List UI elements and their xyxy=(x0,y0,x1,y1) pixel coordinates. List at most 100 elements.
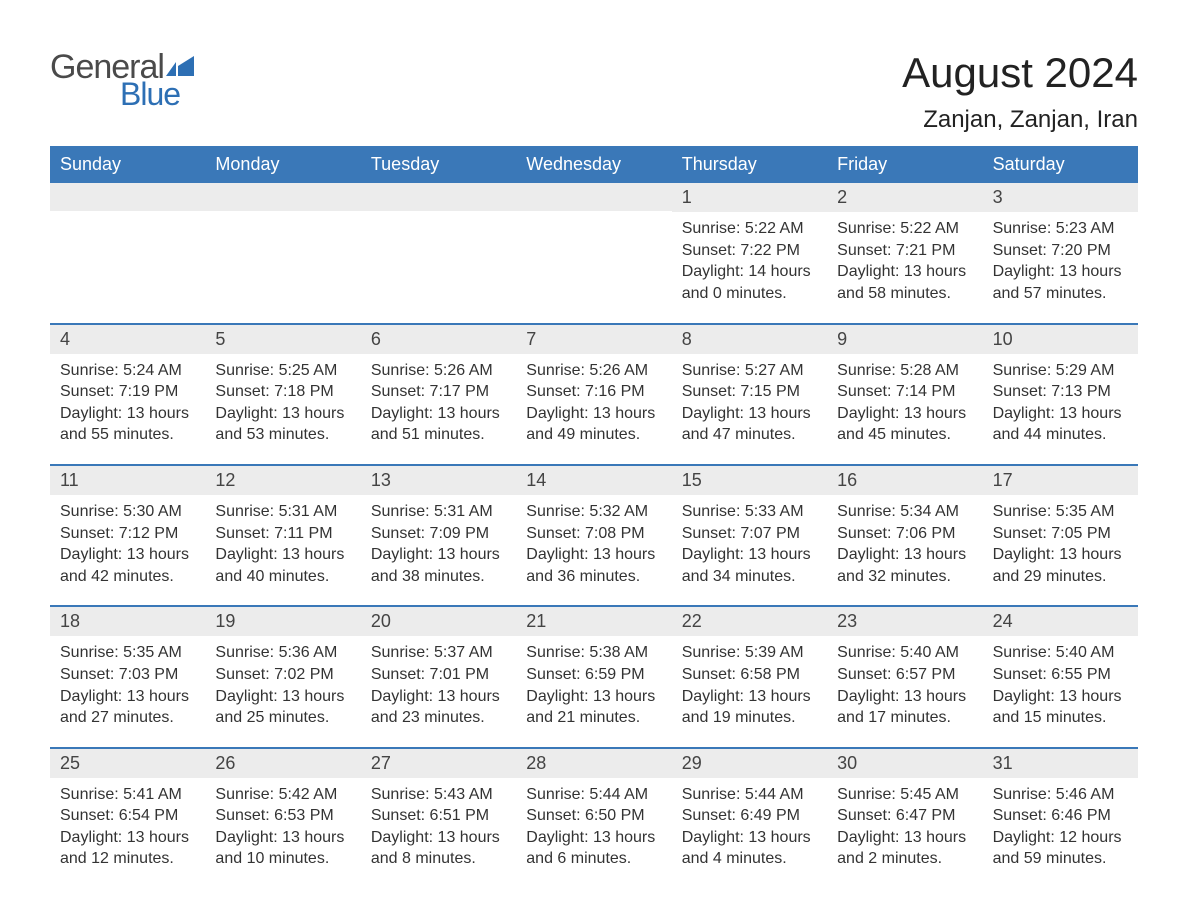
sunrise-line: Sunrise: 5:44 AM xyxy=(682,784,817,806)
sunset-line: Sunset: 7:15 PM xyxy=(682,381,817,403)
calendar-cell: 26Sunrise: 5:42 AMSunset: 6:53 PMDayligh… xyxy=(205,749,360,874)
day-number: 23 xyxy=(827,607,982,636)
day-data: Sunrise: 5:24 AMSunset: 7:19 PMDaylight:… xyxy=(50,354,205,450)
daylight-line-1: Daylight: 13 hours xyxy=(371,403,506,425)
sunrise-line: Sunrise: 5:32 AM xyxy=(526,501,661,523)
daylight-line-2: and 19 minutes. xyxy=(682,707,817,729)
day-data: Sunrise: 5:46 AMSunset: 6:46 PMDaylight:… xyxy=(983,778,1138,874)
sunset-line: Sunset: 7:17 PM xyxy=(371,381,506,403)
day-data: Sunrise: 5:37 AMSunset: 7:01 PMDaylight:… xyxy=(361,636,516,732)
calendar-cell: 11Sunrise: 5:30 AMSunset: 7:12 PMDayligh… xyxy=(50,466,205,591)
daylight-line-1: Daylight: 13 hours xyxy=(60,827,195,849)
daylight-line-2: and 53 minutes. xyxy=(215,424,350,446)
sunset-line: Sunset: 7:09 PM xyxy=(371,523,506,545)
weekday-header: Wednesday xyxy=(516,146,671,183)
sunrise-line: Sunrise: 5:38 AM xyxy=(526,642,661,664)
calendar-cell: 28Sunrise: 5:44 AMSunset: 6:50 PMDayligh… xyxy=(516,749,671,874)
daylight-line-1: Daylight: 13 hours xyxy=(215,827,350,849)
day-number: 3 xyxy=(983,183,1138,212)
daylight-line-2: and 36 minutes. xyxy=(526,566,661,588)
sunrise-line: Sunrise: 5:33 AM xyxy=(682,501,817,523)
daylight-line-1: Daylight: 13 hours xyxy=(371,544,506,566)
brand-logo: General Blue xyxy=(50,50,194,110)
calendar-week-row: 25Sunrise: 5:41 AMSunset: 6:54 PMDayligh… xyxy=(50,747,1138,874)
title-block: August 2024 Zanjan, Zanjan, Iran xyxy=(902,50,1138,134)
sunset-line: Sunset: 6:54 PM xyxy=(60,805,195,827)
day-data: Sunrise: 5:42 AMSunset: 6:53 PMDaylight:… xyxy=(205,778,360,874)
daylight-line-1: Daylight: 13 hours xyxy=(993,403,1128,425)
sunrise-line: Sunrise: 5:29 AM xyxy=(993,360,1128,382)
day-number: 2 xyxy=(827,183,982,212)
sunset-line: Sunset: 7:16 PM xyxy=(526,381,661,403)
calendar-cell: 24Sunrise: 5:40 AMSunset: 6:55 PMDayligh… xyxy=(983,607,1138,732)
daylight-line-2: and 34 minutes. xyxy=(682,566,817,588)
sunrise-line: Sunrise: 5:39 AM xyxy=(682,642,817,664)
sunset-line: Sunset: 6:51 PM xyxy=(371,805,506,827)
calendar-week-row: 18Sunrise: 5:35 AMSunset: 7:03 PMDayligh… xyxy=(50,605,1138,732)
daylight-line-1: Daylight: 13 hours xyxy=(215,544,350,566)
day-number: 7 xyxy=(516,325,671,354)
day-data: Sunrise: 5:44 AMSunset: 6:49 PMDaylight:… xyxy=(672,778,827,874)
calendar-cell: 2Sunrise: 5:22 AMSunset: 7:21 PMDaylight… xyxy=(827,183,982,308)
calendar-cell-empty xyxy=(516,183,671,308)
calendar-cell: 1Sunrise: 5:22 AMSunset: 7:22 PMDaylight… xyxy=(672,183,827,308)
day-data: Sunrise: 5:43 AMSunset: 6:51 PMDaylight:… xyxy=(361,778,516,874)
day-data: Sunrise: 5:27 AMSunset: 7:15 PMDaylight:… xyxy=(672,354,827,450)
daylight-line-1: Daylight: 13 hours xyxy=(60,403,195,425)
sunset-line: Sunset: 7:01 PM xyxy=(371,664,506,686)
sunrise-line: Sunrise: 5:40 AM xyxy=(837,642,972,664)
day-number: 5 xyxy=(205,325,360,354)
sunset-line: Sunset: 7:07 PM xyxy=(682,523,817,545)
calendar-cell-empty xyxy=(361,183,516,308)
calendar-cell-empty xyxy=(205,183,360,308)
daylight-line-2: and 10 minutes. xyxy=(215,848,350,870)
daylight-line-2: and 12 minutes. xyxy=(60,848,195,870)
sunrise-line: Sunrise: 5:26 AM xyxy=(526,360,661,382)
day-number xyxy=(50,183,205,211)
sunset-line: Sunset: 7:20 PM xyxy=(993,240,1128,262)
day-data: Sunrise: 5:23 AMSunset: 7:20 PMDaylight:… xyxy=(983,212,1138,308)
calendar-cell: 23Sunrise: 5:40 AMSunset: 6:57 PMDayligh… xyxy=(827,607,982,732)
day-data: Sunrise: 5:26 AMSunset: 7:17 PMDaylight:… xyxy=(361,354,516,450)
day-data: Sunrise: 5:38 AMSunset: 6:59 PMDaylight:… xyxy=(516,636,671,732)
calendar-cell: 13Sunrise: 5:31 AMSunset: 7:09 PMDayligh… xyxy=(361,466,516,591)
sunset-line: Sunset: 7:02 PM xyxy=(215,664,350,686)
day-number: 24 xyxy=(983,607,1138,636)
calendar-cell: 31Sunrise: 5:46 AMSunset: 6:46 PMDayligh… xyxy=(983,749,1138,874)
sunset-line: Sunset: 7:06 PM xyxy=(837,523,972,545)
sunrise-line: Sunrise: 5:34 AM xyxy=(837,501,972,523)
daylight-line-2: and 49 minutes. xyxy=(526,424,661,446)
calendar-cell: 15Sunrise: 5:33 AMSunset: 7:07 PMDayligh… xyxy=(672,466,827,591)
daylight-line-1: Daylight: 13 hours xyxy=(526,544,661,566)
daylight-line-2: and 40 minutes. xyxy=(215,566,350,588)
sunrise-line: Sunrise: 5:46 AM xyxy=(993,784,1128,806)
daylight-line-2: and 2 minutes. xyxy=(837,848,972,870)
calendar-cell: 25Sunrise: 5:41 AMSunset: 6:54 PMDayligh… xyxy=(50,749,205,874)
sunset-line: Sunset: 7:08 PM xyxy=(526,523,661,545)
daylight-line-1: Daylight: 13 hours xyxy=(837,261,972,283)
day-data: Sunrise: 5:25 AMSunset: 7:18 PMDaylight:… xyxy=(205,354,360,450)
sunset-line: Sunset: 7:22 PM xyxy=(682,240,817,262)
daylight-line-2: and 57 minutes. xyxy=(993,283,1128,305)
calendar-week-row: 11Sunrise: 5:30 AMSunset: 7:12 PMDayligh… xyxy=(50,464,1138,591)
day-number: 19 xyxy=(205,607,360,636)
daylight-line-2: and 21 minutes. xyxy=(526,707,661,729)
day-number: 28 xyxy=(516,749,671,778)
logo-text-blue: Blue xyxy=(120,78,194,110)
day-data: Sunrise: 5:35 AMSunset: 7:03 PMDaylight:… xyxy=(50,636,205,732)
sunrise-line: Sunrise: 5:41 AM xyxy=(60,784,195,806)
day-number: 6 xyxy=(361,325,516,354)
day-data: Sunrise: 5:29 AMSunset: 7:13 PMDaylight:… xyxy=(983,354,1138,450)
sunrise-line: Sunrise: 5:26 AM xyxy=(371,360,506,382)
daylight-line-2: and 58 minutes. xyxy=(837,283,972,305)
daylight-line-2: and 32 minutes. xyxy=(837,566,972,588)
sunrise-line: Sunrise: 5:42 AM xyxy=(215,784,350,806)
sunrise-line: Sunrise: 5:43 AM xyxy=(371,784,506,806)
day-data: Sunrise: 5:41 AMSunset: 6:54 PMDaylight:… xyxy=(50,778,205,874)
daylight-line-1: Daylight: 13 hours xyxy=(60,686,195,708)
sunset-line: Sunset: 6:58 PM xyxy=(682,664,817,686)
calendar-cell: 17Sunrise: 5:35 AMSunset: 7:05 PMDayligh… xyxy=(983,466,1138,591)
day-number: 15 xyxy=(672,466,827,495)
day-number: 25 xyxy=(50,749,205,778)
day-number: 1 xyxy=(672,183,827,212)
